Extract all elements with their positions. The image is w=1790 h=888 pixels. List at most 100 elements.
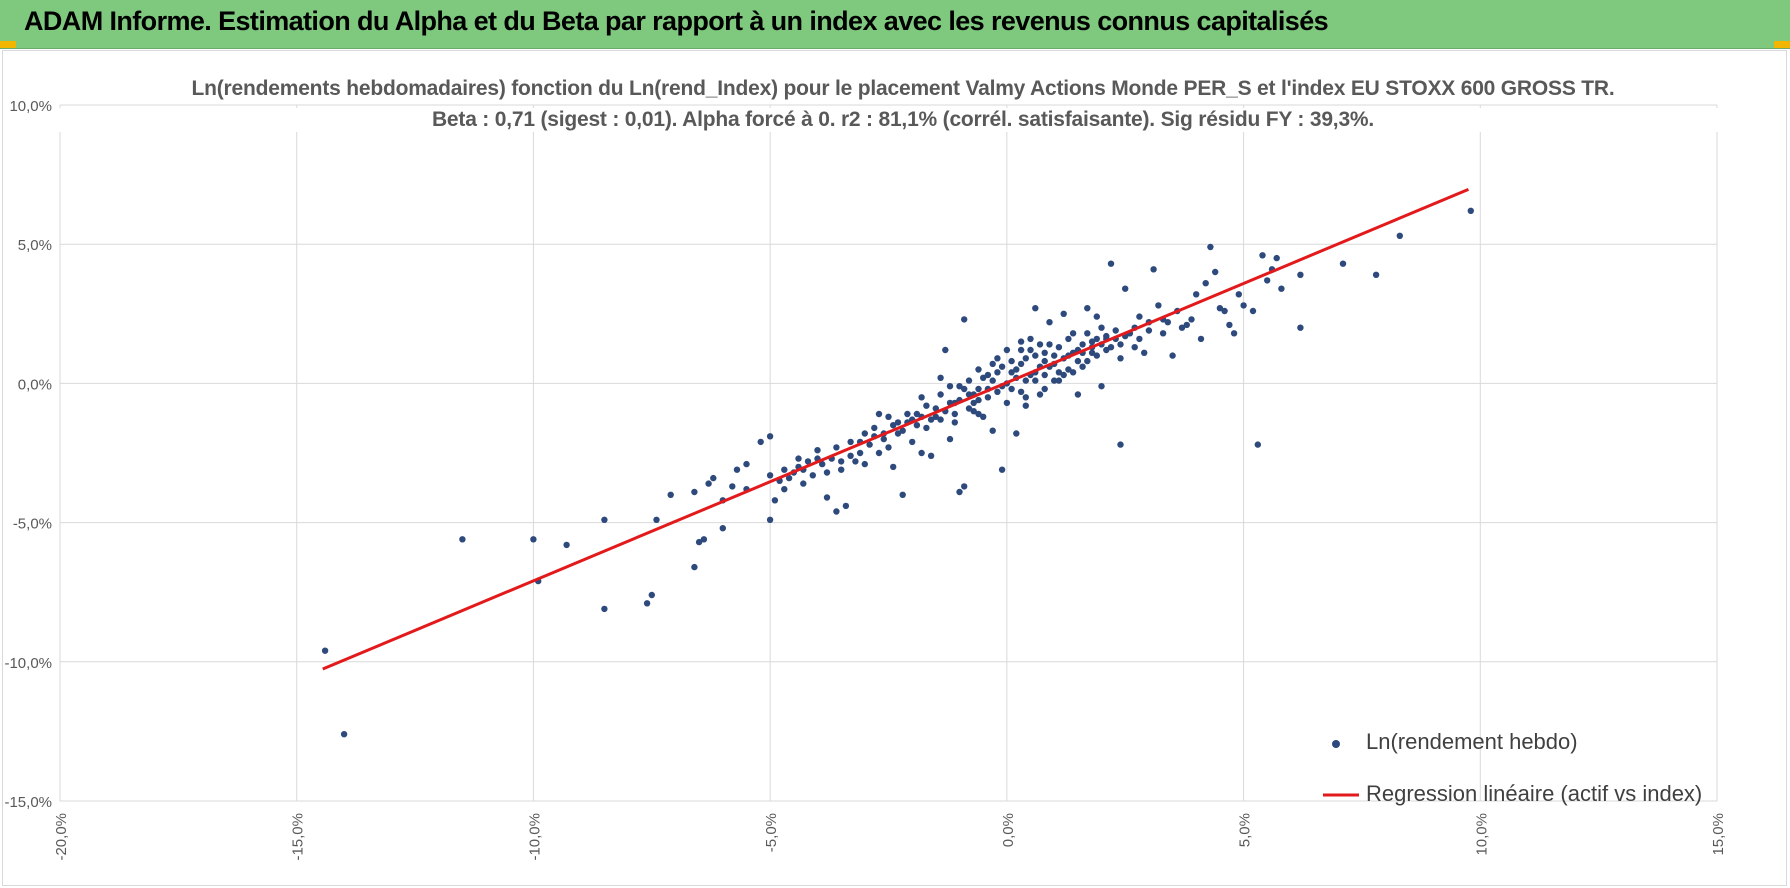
- scatter-point: [1145, 327, 1153, 334]
- x-tick-label: 5,0%: [1237, 813, 1254, 847]
- scatter-point: [823, 469, 831, 476]
- scatter-point: [951, 410, 958, 418]
- scatter-point: [1060, 310, 1067, 317]
- scatter-point: [1013, 430, 1020, 437]
- scatter-point: [1036, 341, 1044, 348]
- scatter-point: [923, 424, 930, 432]
- scatter-point: [875, 449, 883, 457]
- scatter-point: [1022, 402, 1029, 409]
- scatter-point: [942, 346, 949, 354]
- scatter-point: [894, 419, 902, 426]
- scatter-point: [1221, 307, 1228, 315]
- scatter-point: [1041, 357, 1048, 365]
- corner-marker-left: [0, 41, 16, 48]
- scatter-point: [800, 480, 807, 487]
- scatter-point: [980, 374, 987, 381]
- scatter-point: [1065, 366, 1072, 373]
- scatter-point: [861, 430, 868, 437]
- scatter-point: [530, 536, 537, 543]
- y-tick-label: -5,0%: [13, 516, 52, 533]
- scatter-point: [885, 413, 892, 420]
- scatter-point: [984, 394, 992, 401]
- scatter-point: [1131, 344, 1138, 351]
- scatter-point: [1093, 313, 1101, 320]
- y-tick-label: -15,0%: [4, 794, 52, 811]
- legend-label-regression: Regression linéaire (actif vs index): [1366, 781, 1703, 806]
- x-tick-label: -15,0%: [290, 813, 307, 861]
- scatter-point: [819, 460, 826, 468]
- scatter-point: [1027, 346, 1034, 354]
- scatter-point: [814, 447, 821, 454]
- scatter-point: [795, 455, 802, 462]
- scatter-point: [961, 483, 968, 490]
- scatter-point: [1013, 366, 1020, 373]
- scatter-point: [856, 449, 864, 457]
- scatter-point: [1055, 377, 1063, 384]
- scatter-point: [998, 466, 1006, 473]
- scatter-point: [1159, 330, 1167, 337]
- scatter-point: [1084, 305, 1091, 312]
- chart-title: Ln(rendements hebdomadaires) fonction du…: [53, 77, 1753, 101]
- corner-marker-right: [1774, 41, 1790, 48]
- scatter-point: [946, 383, 954, 390]
- scatter-point: [1202, 280, 1209, 287]
- scatter-point: [918, 449, 925, 457]
- scatter-point: [1055, 344, 1063, 351]
- scatter-point: [1107, 344, 1115, 351]
- scatter-point: [1051, 377, 1058, 384]
- scatter-point: [965, 391, 973, 398]
- scatter-point: [700, 536, 708, 543]
- scatter-point: [1069, 330, 1077, 337]
- scatter-point: [890, 463, 897, 471]
- scatter-point: [989, 427, 996, 434]
- chart-subtitle: Beta : 0,71 (sigest : 0,01). Alpha forcé…: [53, 108, 1753, 132]
- scatter-point: [729, 483, 736, 490]
- scatter-point: [994, 369, 1001, 376]
- report-header: ADAM Informe. Estimation du Alpha et du …: [0, 0, 1790, 49]
- scatter-point: [998, 363, 1006, 370]
- scatter-point: [913, 422, 921, 429]
- scatter-point: [1074, 357, 1082, 365]
- scatter-point: [975, 396, 982, 404]
- scatter-point: [1226, 321, 1233, 329]
- scatter-point: [984, 371, 992, 379]
- scatter-point: [1008, 357, 1015, 365]
- scatter-point: [1297, 271, 1304, 278]
- scatter-point: [956, 383, 963, 390]
- scatter-point: [1017, 338, 1025, 345]
- scatter-point: [823, 494, 831, 501]
- scatter-point: [909, 438, 916, 446]
- scatter-point: [838, 466, 845, 473]
- scatter-point: [932, 413, 939, 420]
- scatter-point: [1027, 335, 1034, 343]
- scatter-point: [1396, 232, 1404, 239]
- scatter-point: [1088, 338, 1096, 345]
- scatter-point: [1259, 252, 1266, 259]
- scatter-point: [927, 416, 935, 423]
- legend-line-marker-icon: [1323, 793, 1359, 797]
- scatter-point: [975, 385, 982, 393]
- scatter-point: [894, 430, 902, 437]
- scatter-point: [563, 541, 570, 549]
- scatter-point: [871, 424, 878, 432]
- scatter-point: [975, 366, 982, 373]
- scatter-point: [1008, 385, 1015, 393]
- scatter-point: [340, 731, 348, 738]
- scatter-point: [1273, 254, 1280, 262]
- scatter-point: [1136, 335, 1143, 343]
- scatter-point: [1051, 352, 1058, 359]
- scatter-point: [705, 480, 712, 487]
- scatter-point: [1079, 341, 1086, 348]
- scatter-point: [1212, 268, 1219, 276]
- chart-legend: Ln(rendement hebdo) Regression linéaire …: [1321, 719, 1741, 819]
- scatter-point: [1136, 313, 1143, 320]
- scatter-point: [1150, 266, 1157, 273]
- y-tick-label: 5,0%: [18, 237, 52, 254]
- scatter-point: [989, 360, 996, 368]
- scatter-point: [1216, 305, 1224, 312]
- scatter-point: [321, 647, 329, 654]
- scatter-point: [1122, 285, 1129, 292]
- scatter-point: [961, 385, 968, 393]
- scatter-point: [766, 516, 774, 523]
- scatter-point: [1017, 388, 1025, 395]
